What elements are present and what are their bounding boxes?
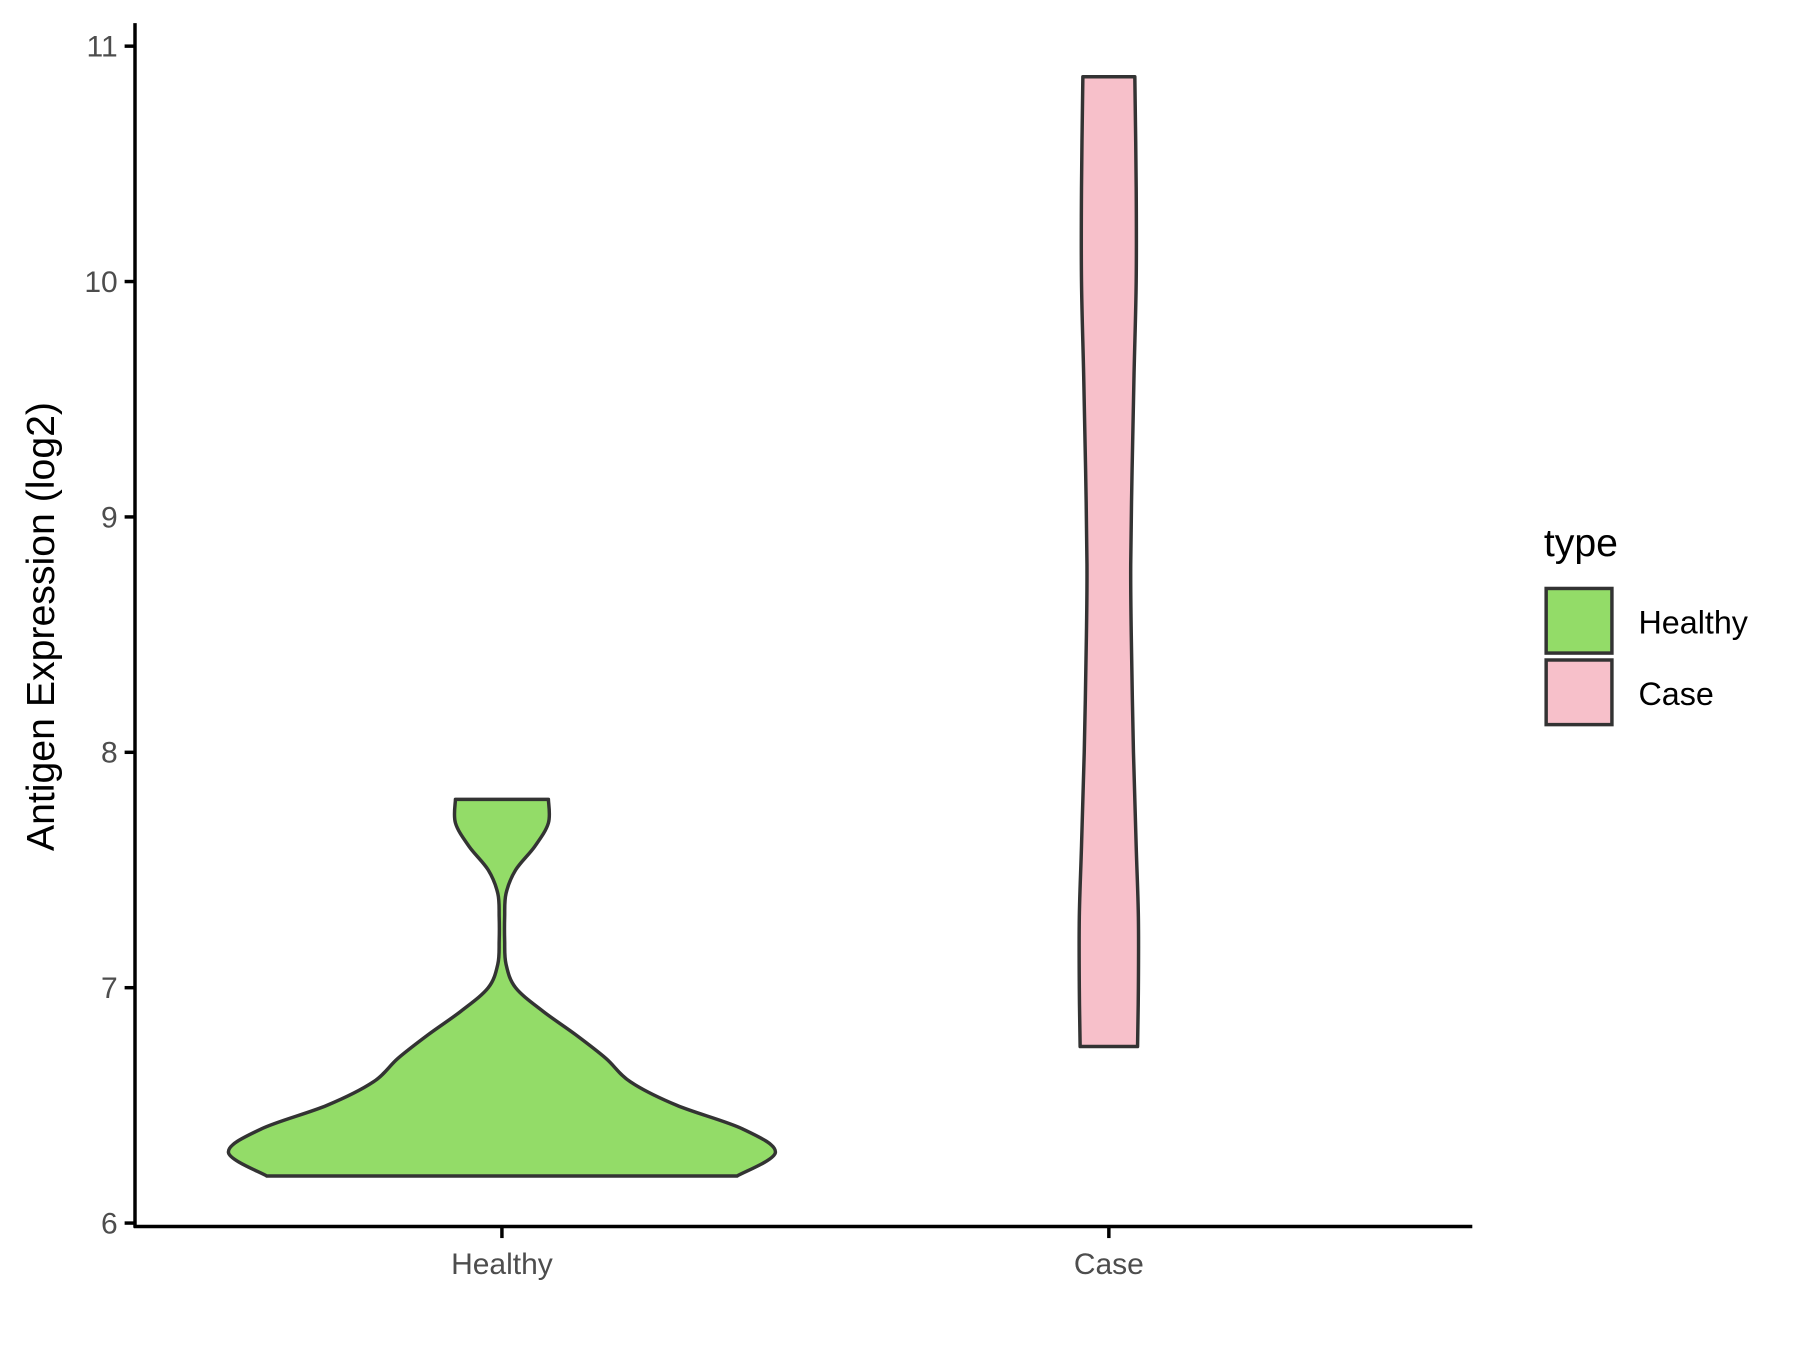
y-tick-label: 7 — [101, 972, 118, 1005]
legend-label: Case — [1638, 676, 1713, 712]
legend-key-healthy — [1544, 586, 1614, 655]
y-tick-label: 6 — [101, 1207, 118, 1240]
x-ticks: Healthy Case — [451, 1226, 1144, 1281]
legend-key-case — [1544, 658, 1614, 727]
x-tick-label: Case — [1074, 1248, 1144, 1281]
y-axis-title: Antigen Expression (log2) — [19, 402, 63, 851]
y-tick-label: 10 — [84, 266, 117, 299]
legend: type Healthy Case — [1544, 521, 1749, 727]
y-tick-label: 8 — [101, 737, 118, 770]
violin-healthy — [226, 797, 778, 1178]
y-tick-label: 9 — [101, 501, 118, 534]
legend-label: Healthy — [1638, 604, 1748, 640]
x-tick-label: Healthy — [451, 1248, 553, 1281]
violins — [226, 75, 1141, 1178]
y-tick-label: 11 — [87, 31, 118, 64]
violin-case — [1077, 75, 1141, 1049]
legend-title: type — [1544, 521, 1618, 565]
y-ticks: 6 7 8 9 10 11 — [84, 31, 135, 1240]
